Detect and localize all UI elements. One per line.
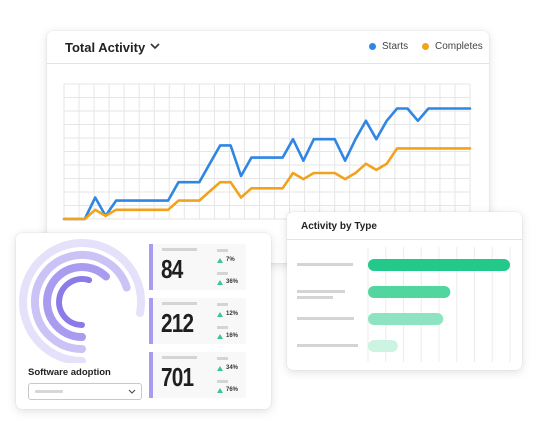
gauge-ring [19, 239, 146, 363]
series-line-completes [62, 147, 472, 221]
total-activity-header: Total Activity Starts Completes [47, 31, 489, 64]
triangle-up-icon [217, 257, 223, 263]
software-adoption-title: Software adoption [28, 367, 111, 378]
stat-delta: 36% [217, 279, 238, 285]
stat-sublabel-placeholder [217, 303, 228, 306]
bar-label-placeholder [297, 296, 333, 299]
legend-starts: Starts [369, 41, 408, 52]
stat-delta-value: 16% [226, 333, 239, 339]
legend-label-completes: Completes [435, 41, 483, 52]
activity-bar [368, 259, 510, 271]
stat-label-placeholder [162, 302, 197, 305]
legend-label-starts: Starts [382, 41, 409, 52]
stat-sublabel-placeholder [217, 272, 228, 275]
chevron-down-icon[interactable] [149, 40, 161, 52]
chart-grid [63, 83, 471, 220]
total-activity-chart [62, 83, 472, 221]
stat-tile: 701 34% 76% [149, 352, 246, 398]
stat-sublabel-placeholder [217, 249, 228, 252]
stat-delta-value: 76% [226, 387, 239, 393]
triangle-up-icon [217, 279, 223, 285]
activity-by-type-card: Activity by Type [287, 212, 522, 370]
triangle-up-icon [217, 387, 223, 393]
stat-delta: 76% [217, 387, 238, 393]
stat-value: 84 [161, 254, 183, 284]
gauge-ring [31, 251, 131, 353]
activity-by-type-chart [297, 247, 511, 362]
chevron-down-icon [128, 389, 136, 394]
adoption-gauge [19, 239, 146, 363]
stat-label-placeholder [162, 356, 197, 359]
stat-tile: 84 7% 36% [149, 244, 246, 290]
stat-accent-bar [149, 352, 153, 398]
activity-by-type-header: Activity by Type [287, 212, 522, 240]
triangle-up-icon [217, 311, 223, 317]
series-line-starts [62, 107, 472, 221]
activity-bar [368, 340, 398, 352]
total-activity-title[interactable]: Total Activity [65, 40, 146, 55]
stat-sublabel-placeholder [217, 380, 228, 383]
stat-accent-bar [149, 298, 153, 344]
stat-delta-value: 12% [226, 311, 239, 317]
bar-label-placeholder [297, 290, 345, 293]
activity-bar [368, 313, 444, 325]
legend-dot-completes [422, 43, 429, 50]
legend-dot-starts [369, 43, 376, 50]
gauge-ring [43, 263, 110, 341]
stat-delta: 7% [217, 257, 235, 263]
stat-tile: 212 12% 16% [149, 298, 246, 344]
stat-delta-value: 34% [226, 365, 239, 371]
stat-delta: 34% [217, 365, 238, 371]
stat-delta: 12% [217, 311, 238, 317]
bar-label-placeholder [297, 263, 353, 266]
select-placeholder [35, 390, 63, 393]
triangle-up-icon [217, 333, 223, 339]
total-activity-card: Total Activity Starts Completes [47, 31, 489, 263]
stat-sublabel-placeholder [217, 326, 228, 329]
bar-label-placeholder [297, 317, 354, 320]
activity-bar [368, 286, 451, 298]
activity-by-type-title: Activity by Type [301, 221, 377, 232]
gauge-ring [56, 276, 93, 328]
triangle-up-icon [217, 365, 223, 371]
adoption-filter-select[interactable] [28, 383, 142, 400]
bar-label-placeholder [297, 344, 358, 347]
stat-label-placeholder [162, 248, 197, 251]
stat-value: 701 [161, 362, 194, 392]
stat-value: 212 [161, 308, 194, 338]
stat-delta-value: 36% [226, 279, 239, 285]
legend-completes: Completes [422, 41, 483, 52]
stat-delta: 16% [217, 333, 238, 339]
stat-accent-bar [149, 244, 153, 290]
stat-sublabel-placeholder [217, 357, 228, 360]
stat-delta-value: 7% [226, 257, 235, 263]
